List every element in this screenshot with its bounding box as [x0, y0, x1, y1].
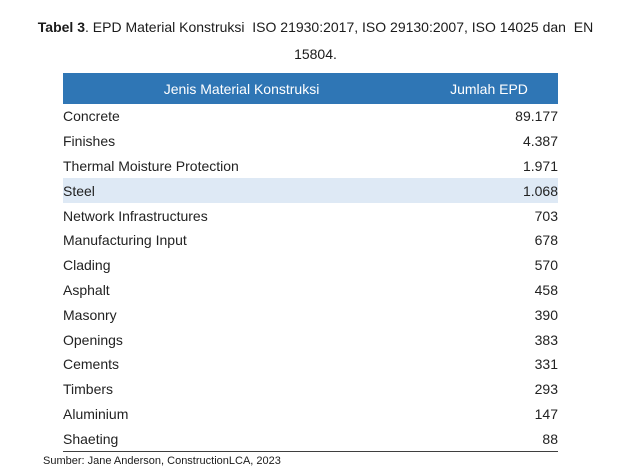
epd-count-cell: 4.387	[522, 133, 558, 150]
caption-label: Tabel 3	[37, 19, 85, 35]
header-epd-count: Jumlah EPD	[420, 73, 558, 104]
epd-count-cell: 89.177	[515, 108, 558, 125]
table-row: Clading 570	[63, 253, 558, 278]
epd-count-cell: 1.068	[420, 178, 558, 204]
epd-count-cell: 703	[534, 207, 558, 224]
table-row: Network Infrastructures 703	[63, 203, 558, 228]
material-cell: Aluminium	[63, 405, 129, 422]
caption-text: . EPD Material Konstruksi ISO 21930:2017…	[85, 19, 594, 35]
table-row: Shaeting 88	[63, 426, 558, 451]
table-row: Cements 331	[63, 352, 558, 377]
material-cell: Network Infrastructures	[63, 207, 208, 224]
table-row: Manufacturing Input 678	[63, 228, 558, 253]
table-row: Finishes 4.387	[63, 129, 558, 154]
epd-count-cell: 88	[542, 430, 558, 447]
source-note: Sumber: Jane Anderson, ConstructionLCA, …	[43, 455, 281, 467]
epd-count-cell: 331	[534, 356, 558, 373]
epd-count-cell: 570	[534, 257, 558, 274]
table-row: Openings 383	[63, 327, 558, 352]
table-row: Thermal Moisture Protection 1.971	[63, 154, 558, 179]
table-caption: Tabel 3. EPD Material Konstruksi ISO 219…	[0, 14, 631, 68]
epd-count-cell: 678	[534, 232, 558, 249]
material-cell: Concrete	[63, 108, 120, 125]
material-cell: Asphalt	[63, 281, 110, 298]
table-body: Concrete 89.177 Finishes 4.387 Thermal Moist…	[63, 104, 558, 452]
epd-count-cell: 390	[534, 306, 558, 323]
table-row: Aluminium 147	[63, 402, 558, 427]
table-row: Masonry 390	[63, 302, 558, 327]
material-cell: Finishes	[63, 133, 116, 150]
epd-count-cell: 383	[534, 331, 558, 348]
material-cell: Masonry	[63, 306, 117, 323]
epd-count-cell: 293	[534, 381, 558, 398]
epd-table: Jenis Material Konstruksi Jumlah EPD Con…	[63, 73, 558, 453]
caption-line1: Tabel 3. EPD Material Konstruksi ISO 219…	[0, 14, 631, 41]
material-cell: Openings	[63, 331, 123, 348]
epd-count-cell: 147	[534, 405, 558, 422]
material-cell: Thermal Moisture Protection	[63, 157, 239, 174]
caption-line2: 15804.	[294, 46, 337, 62]
table-row: Timbers 293	[63, 377, 558, 402]
epd-count-cell: 1.971	[522, 157, 558, 174]
material-cell: Manufacturing Input	[63, 232, 187, 249]
material-cell: Steel	[63, 178, 420, 204]
material-cell: Timbers	[63, 381, 114, 398]
header-row: Jenis Material Konstruksi Jumlah EPD	[63, 73, 558, 104]
table-row: Concrete 89.177	[63, 104, 558, 129]
header-material: Jenis Material Konstruksi	[63, 73, 420, 104]
table-row: Asphalt 458	[63, 278, 558, 303]
table-row: Steel 1.068	[63, 178, 558, 204]
material-cell: Clading	[63, 257, 111, 274]
epd-count-cell: 458	[534, 281, 558, 298]
material-cell: Shaeting	[63, 430, 119, 447]
material-cell: Cements	[63, 356, 120, 373]
